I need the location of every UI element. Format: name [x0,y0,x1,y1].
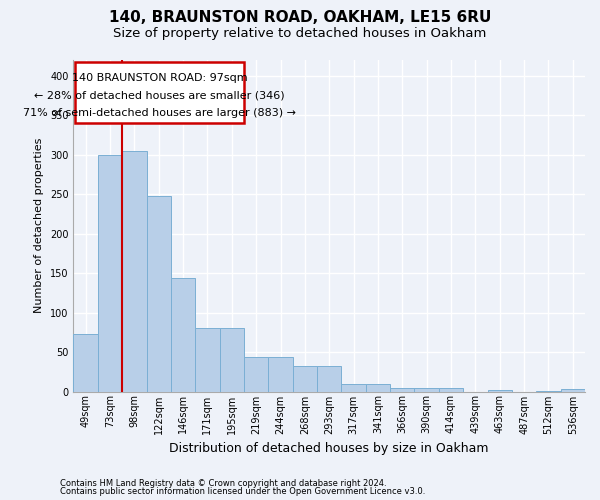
Bar [220,328,244,392]
Bar [146,196,171,392]
Bar [98,154,122,392]
Text: 140, BRAUNSTON ROAD, OAKHAM, LE15 6RU: 140, BRAUNSTON ROAD, OAKHAM, LE15 6RU [109,10,491,25]
Text: Size of property relative to detached houses in Oakham: Size of property relative to detached ho… [113,28,487,40]
Bar [390,388,415,392]
Bar [439,388,463,392]
Bar [317,366,341,392]
Bar [293,366,317,392]
Y-axis label: Number of detached properties: Number of detached properties [34,138,44,314]
FancyBboxPatch shape [74,62,244,123]
Bar [122,151,146,392]
Bar [366,384,390,392]
Bar [415,388,439,392]
Bar [488,390,512,392]
Text: 71% of semi-detached houses are larger (883) →: 71% of semi-detached houses are larger (… [23,108,296,118]
Text: ← 28% of detached houses are smaller (346): ← 28% of detached houses are smaller (34… [34,91,284,101]
Bar [195,328,220,392]
Text: 140 BRAUNSTON ROAD: 97sqm: 140 BRAUNSTON ROAD: 97sqm [71,74,247,84]
Bar [73,334,98,392]
Bar [560,389,585,392]
Bar [171,278,195,392]
Bar [244,357,268,392]
Text: Contains public sector information licensed under the Open Government Licence v3: Contains public sector information licen… [60,487,425,496]
Text: Contains HM Land Registry data © Crown copyright and database right 2024.: Contains HM Land Registry data © Crown c… [60,478,386,488]
Bar [341,384,366,392]
Bar [268,357,293,392]
Bar [536,390,560,392]
X-axis label: Distribution of detached houses by size in Oakham: Distribution of detached houses by size … [169,442,489,455]
